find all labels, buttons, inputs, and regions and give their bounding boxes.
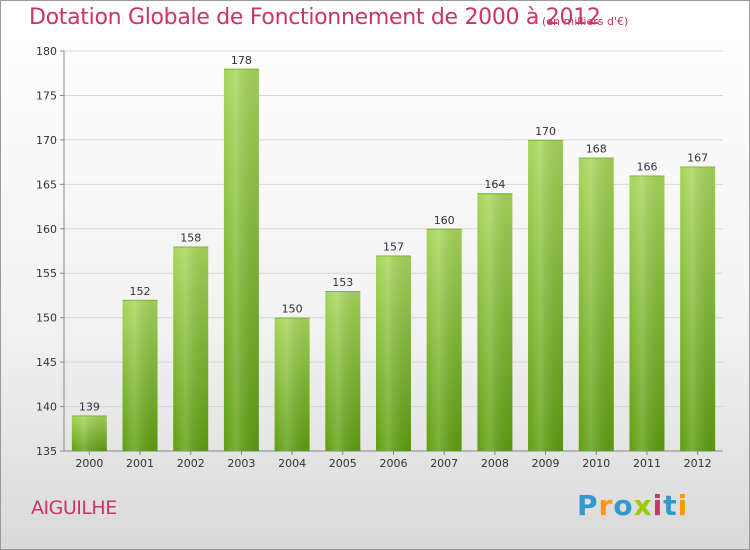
data-label: 160 xyxy=(434,214,455,227)
y-tick-label: 180 xyxy=(36,45,57,58)
logo-letter: x xyxy=(633,489,653,522)
x-tick-label: 2001 xyxy=(126,457,154,470)
bar-shine xyxy=(578,157,614,451)
x-tick-label: 2009 xyxy=(532,457,560,470)
data-label: 158 xyxy=(180,232,201,245)
y-tick-label: 155 xyxy=(36,267,57,280)
bar-shine xyxy=(71,415,107,451)
y-tick-label: 175 xyxy=(36,89,57,102)
logo-letter: i xyxy=(652,489,664,522)
logo-letter: o xyxy=(613,489,634,522)
y-tick-label: 165 xyxy=(36,178,57,191)
data-label: 178 xyxy=(231,54,252,67)
proxiti-logo[interactable]: Proxiti xyxy=(577,489,688,522)
data-label: 167 xyxy=(687,152,708,165)
data-label: 166 xyxy=(636,160,657,173)
data-label: 152 xyxy=(130,285,151,298)
data-label: 170 xyxy=(535,125,556,138)
bar-shine xyxy=(122,299,158,451)
chart-subtitle: (en milliers d'€) xyxy=(542,15,629,28)
logo-letter: r xyxy=(598,489,614,522)
bar-shine xyxy=(528,139,564,451)
x-tick-label: 2005 xyxy=(329,457,357,470)
logo-letter: P xyxy=(577,489,599,522)
x-tick-label: 2012 xyxy=(684,457,712,470)
commune-name: AIGUILHE xyxy=(31,497,117,519)
y-tick-label: 150 xyxy=(36,312,57,325)
y-tick-label: 145 xyxy=(36,356,57,369)
data-label: 157 xyxy=(383,240,404,253)
data-label: 153 xyxy=(332,276,353,289)
y-tick-label: 140 xyxy=(36,401,57,414)
data-label: 150 xyxy=(282,303,303,316)
data-label: 168 xyxy=(586,143,607,156)
data-label: 164 xyxy=(484,178,505,191)
bar-shine xyxy=(426,228,462,451)
bar-shine xyxy=(477,193,513,451)
bar-shine xyxy=(223,68,259,452)
y-tick-label: 135 xyxy=(36,445,57,458)
bar-shine xyxy=(629,175,665,451)
logo-letter: t xyxy=(663,489,678,522)
x-tick-label: 2008 xyxy=(481,457,509,470)
x-tick-label: 2000 xyxy=(75,457,103,470)
label-layer: 139 152 158 178 150 153 157 160 164 170 168 166 167 xyxy=(79,54,708,414)
y-tick-label: 160 xyxy=(36,223,57,236)
x-tick-label: 2011 xyxy=(633,457,661,470)
x-tick-label: 2007 xyxy=(430,457,458,470)
x-tick-label: 2002 xyxy=(177,457,205,470)
bar-layer xyxy=(71,68,716,452)
bar-shine xyxy=(680,166,716,452)
data-label: 139 xyxy=(79,400,100,413)
bar-shine xyxy=(274,317,310,451)
x-tick-label: 2006 xyxy=(380,457,408,470)
x-tick-label: 2004 xyxy=(278,457,306,470)
x-tick-label: 2010 xyxy=(582,457,610,470)
bar-shine xyxy=(376,255,411,451)
bar-shine xyxy=(325,291,361,451)
axis-layer: 135 140 145 150 155 160 165 170 175 180 2000 2001 20… xyxy=(36,45,723,470)
chart-title: Dotation Globale de Fonctionnement de 20… xyxy=(29,5,601,30)
logo-letter: i xyxy=(677,489,689,522)
x-tick-label: 2003 xyxy=(227,457,255,470)
bar-shine xyxy=(173,246,209,451)
y-tick-label: 170 xyxy=(36,134,57,147)
